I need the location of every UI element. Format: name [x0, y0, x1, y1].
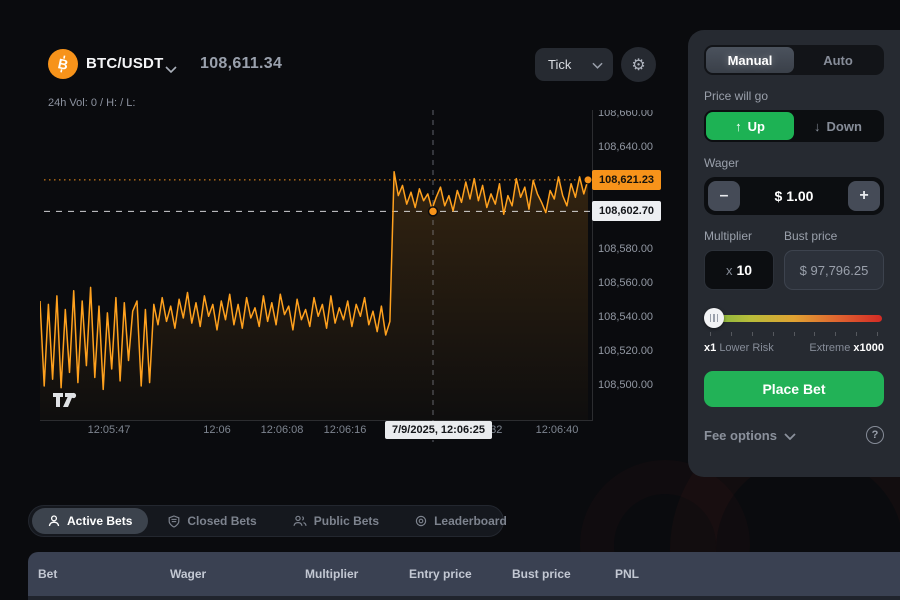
medal-icon — [415, 515, 427, 527]
risk-max-label: Extreme — [809, 342, 851, 354]
help-button[interactable]: ? — [866, 426, 884, 444]
multiplier-input[interactable]: x 10 — [704, 250, 774, 290]
risk-min-label: Lower Risk — [719, 342, 774, 354]
tab-closed-bets[interactable]: Closed Bets — [152, 508, 272, 534]
tab-leaderboard[interactable]: Leaderboard — [399, 508, 523, 534]
down-button-label: Down — [826, 118, 862, 134]
time-axis-label: 12:06:16 — [323, 424, 367, 436]
chevron-down-icon — [592, 56, 603, 74]
wager-increase-button[interactable]: + — [848, 181, 880, 211]
chevron-down-icon[interactable] — [165, 60, 177, 78]
down-button[interactable]: ↓ Down — [794, 112, 882, 140]
bets-tab-bar: Active Bets Closed Bets Public Bets Lead… — [28, 505, 507, 537]
price-axis-label: 108,640.00 — [598, 141, 654, 153]
bet-panel: Manual Auto Price will go ↑ Up ↓ Down Wa… — [688, 30, 900, 477]
price-axis-label: 108,520.00 — [598, 345, 654, 357]
entry-price-badge: 108,602.70 — [592, 201, 662, 222]
bitcoin-icon: B — [48, 49, 78, 79]
column-wager: Wager — [170, 567, 207, 581]
time-axis-label: 12:06 — [203, 424, 231, 436]
column-pnl: PNL — [615, 567, 639, 581]
fee-options-toggle[interactable]: Fee options — [704, 428, 796, 443]
price-axis-label: 108,500.00 — [598, 379, 654, 391]
time-axis-label: 12:06:08 — [260, 424, 304, 436]
mode-toggle: Manual Auto — [704, 45, 884, 75]
pair-selector-label[interactable]: BTC/USDT — [86, 55, 164, 72]
wager-value[interactable]: $ 1.00 — [774, 188, 814, 204]
tab-label: Closed Bets — [187, 514, 257, 528]
mode-auto-tab[interactable]: Auto — [823, 52, 853, 68]
bets-table-header: Bet Wager Multiplier Entry price Bust pr… — [28, 552, 900, 596]
volume-stats: 24h Vol: 0 / H: / L: — [48, 97, 136, 109]
svg-text:B: B — [56, 55, 69, 73]
wager-label: Wager — [704, 156, 739, 170]
column-entry-price: Entry price — [409, 567, 472, 581]
arrow-down-icon: ↓ — [814, 118, 821, 134]
tab-label: Public Bets — [313, 514, 380, 528]
tab-active-bets[interactable]: Active Bets — [32, 508, 149, 534]
price-line-chart — [40, 110, 593, 442]
time-axis-label: 12:05:47 — [87, 424, 131, 436]
arrow-up-icon: ↑ — [735, 118, 742, 134]
place-bet-button[interactable]: Place Bet — [704, 371, 884, 407]
price-axis-label: 108,660.00 — [598, 110, 654, 119]
price-axis-label: 108,580.00 — [598, 243, 654, 255]
wager-input[interactable]: – $ 1.00 + — [704, 177, 884, 215]
tab-public-bets[interactable]: Public Bets — [277, 508, 395, 534]
risk-min-value: x1 — [704, 342, 717, 354]
bust-price-field: $ 97,796.25 — [784, 250, 884, 290]
chevron-down-icon — [784, 428, 796, 443]
crosshair-time-tooltip: 7/9/2025, 12:06:25 — [385, 421, 492, 439]
interval-select[interactable]: Tick — [535, 48, 613, 81]
column-multiplier: Multiplier — [305, 567, 359, 581]
up-button[interactable]: ↑ Up — [706, 112, 794, 140]
crosshair-point-dot — [427, 206, 439, 217]
user-icon — [48, 515, 60, 527]
column-bust-price: Bust price — [512, 567, 571, 581]
tab-label: Active Bets — [67, 514, 133, 528]
users-icon — [293, 515, 307, 526]
up-button-label: Up — [747, 118, 765, 134]
wager-decrease-button[interactable]: – — [708, 181, 740, 211]
mode-manual-tab[interactable]: Manual — [706, 47, 794, 73]
current-price-badge: 108,621.23 — [592, 169, 662, 190]
direction-label: Price will go — [704, 89, 769, 103]
chart-settings-button[interactable]: ⚙ — [621, 47, 656, 82]
fee-options-label: Fee options — [704, 427, 777, 443]
risk-slider-handle[interactable] — [704, 308, 724, 328]
column-bet: Bet — [38, 567, 58, 581]
time-axis-divider — [40, 420, 593, 421]
direction-toggle: ↑ Up ↓ Down — [704, 110, 884, 142]
multiplier-value: 10 — [736, 262, 753, 278]
chart-area-fill — [40, 171, 588, 420]
current-pair-price: 108,611.34 — [200, 55, 283, 72]
price-line — [40, 171, 589, 391]
risk-slider[interactable] — [704, 308, 884, 328]
table-body-edge — [28, 596, 900, 600]
chart-region[interactable]: 108,660.00 108,640.00 108,580.00 108,560.00… — [40, 110, 688, 450]
time-axis-label: 12:06:40 — [535, 424, 579, 436]
tradingview-logo-icon[interactable] — [52, 391, 82, 414]
last-price-dot — [583, 175, 593, 185]
price-axis-label: 108,540.00 — [598, 311, 654, 323]
risk-max-value: x1000 — [853, 342, 884, 354]
price-axis-label: 108,560.00 — [598, 277, 654, 289]
interval-select-value: Tick — [548, 57, 572, 72]
multiplier-prefix: x — [725, 262, 733, 278]
risk-slider-ticks — [704, 328, 884, 336]
bust-price-label: Bust price — [784, 229, 838, 243]
tab-label: Leaderboard — [434, 514, 507, 528]
risk-scale-labels: x1 Lower Risk Extreme x1000 — [704, 342, 884, 354]
gear-icon: ⚙ — [631, 56, 646, 74]
question-mark-icon: ? — [871, 429, 879, 441]
price-axis-divider — [592, 110, 593, 420]
risk-slider-track[interactable] — [706, 315, 882, 322]
multiplier-label: Multiplier — [704, 229, 753, 243]
shield-icon — [168, 514, 180, 528]
